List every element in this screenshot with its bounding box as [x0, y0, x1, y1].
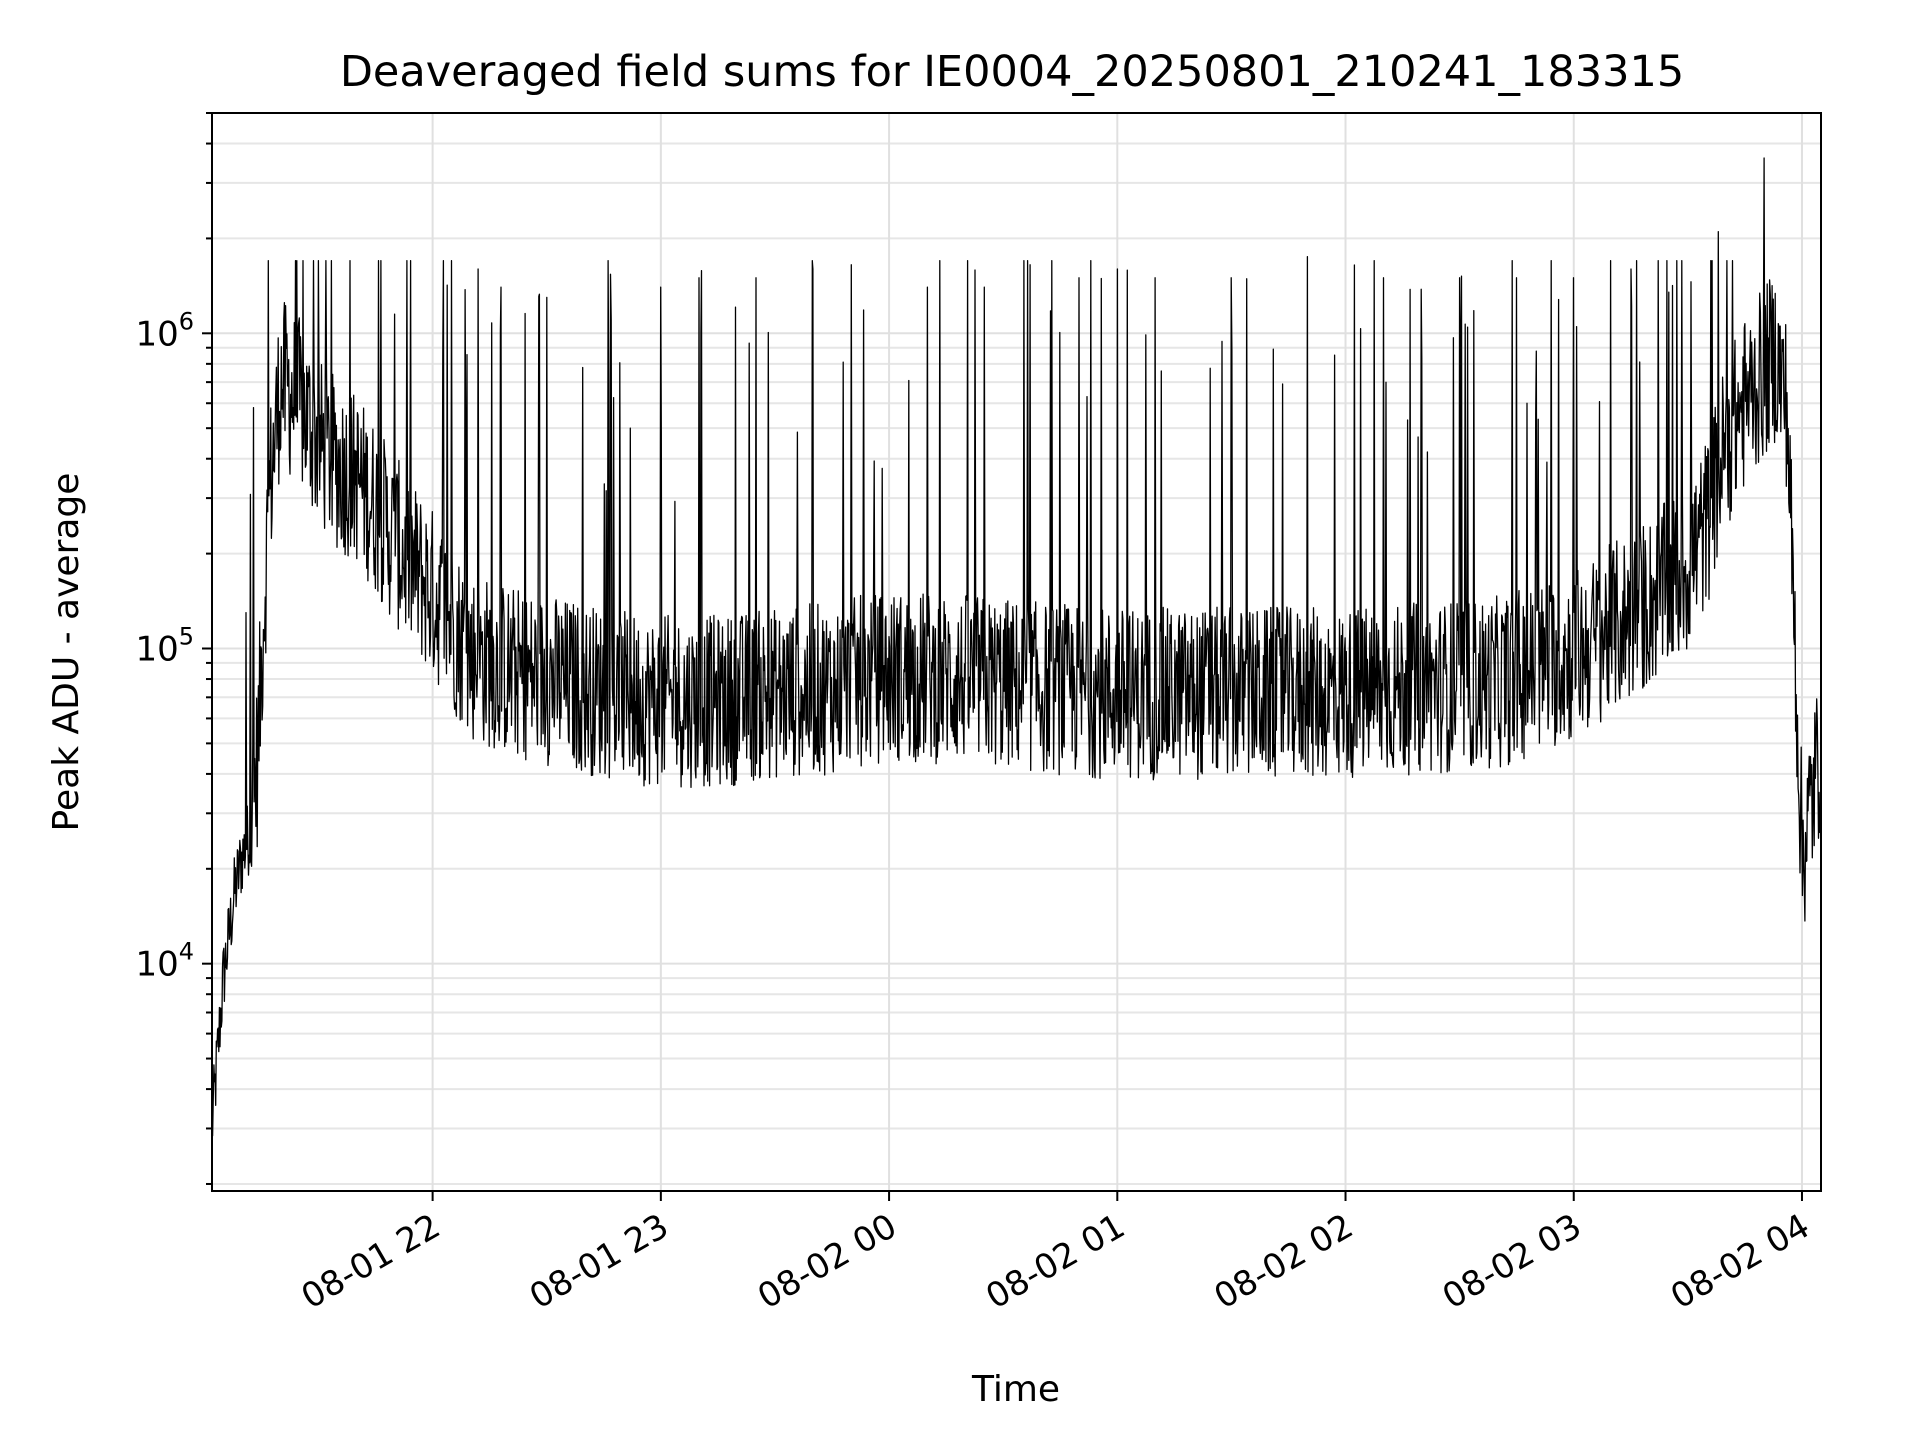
x-tick-label: 08-01 23 — [523, 1206, 675, 1317]
x-tick-label: 08-02 00 — [751, 1206, 903, 1317]
x-axis-label: Time — [971, 1369, 1060, 1410]
chart-title: Deaveraged field sums for IE0004_2025080… — [340, 47, 1684, 97]
plot-frame — [211, 112, 1822, 1192]
x-tick-label: 08-02 01 — [979, 1206, 1131, 1317]
x-tick-label: 08-02 02 — [1208, 1206, 1360, 1317]
x-tick-label: 08-02 03 — [1436, 1206, 1588, 1317]
y-axis-ticks: 104 105 106 — [135, 112, 212, 1185]
y-tick-label: 106 — [135, 307, 194, 354]
series-line — [211, 157, 1822, 1137]
x-axis-ticks: 08-01 22 08-01 23 08-02 00 08-02 01 08-02 02… — [295, 1191, 1816, 1317]
series-layer — [211, 157, 1822, 1137]
y-tick-label: 105 — [135, 622, 194, 669]
y-tick-label: 104 — [135, 938, 194, 985]
x-tick-label: 08-01 22 — [295, 1206, 447, 1317]
y-axis-label: Peak ADU - average — [46, 473, 87, 832]
x-tick-label: 08-02 04 — [1664, 1206, 1816, 1317]
